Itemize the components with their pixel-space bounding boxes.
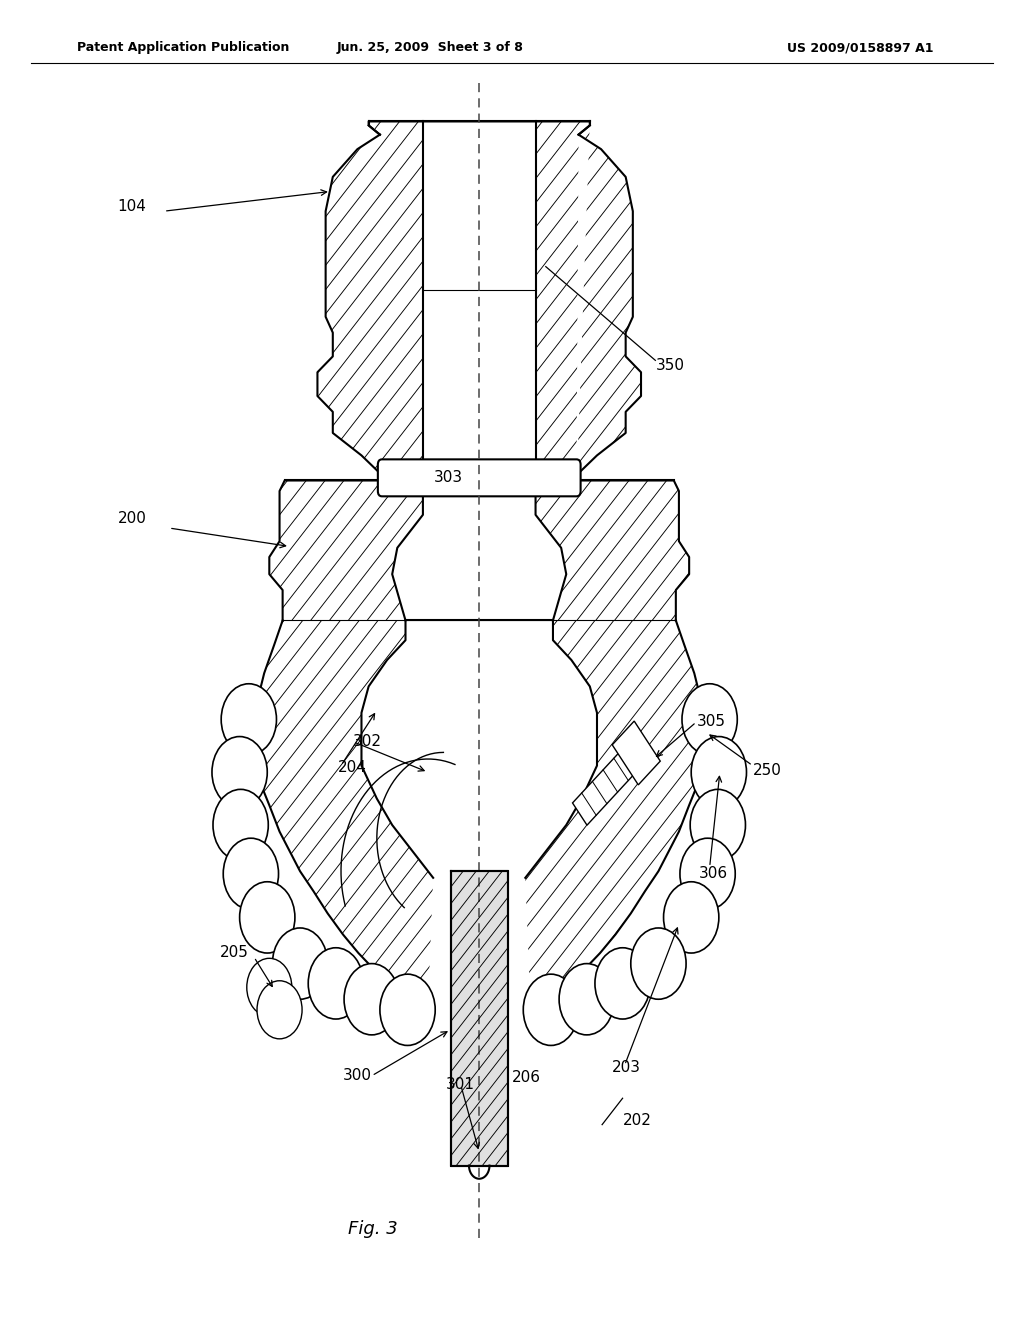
Text: 250: 250 (753, 763, 781, 777)
Polygon shape (572, 737, 648, 825)
Circle shape (247, 958, 292, 1016)
Polygon shape (392, 480, 566, 620)
Circle shape (272, 928, 328, 999)
Circle shape (691, 737, 746, 808)
Polygon shape (612, 721, 660, 785)
Text: Patent Application Publication: Patent Application Publication (77, 41, 289, 54)
Circle shape (308, 948, 364, 1019)
Circle shape (690, 789, 745, 861)
Polygon shape (317, 121, 641, 488)
Text: 303: 303 (434, 470, 463, 486)
Polygon shape (423, 121, 536, 465)
Polygon shape (269, 480, 689, 620)
Polygon shape (252, 620, 707, 1003)
Circle shape (680, 838, 735, 909)
Text: 104: 104 (118, 199, 146, 214)
Circle shape (344, 964, 399, 1035)
Polygon shape (361, 620, 597, 878)
Circle shape (240, 882, 295, 953)
Circle shape (631, 928, 686, 999)
Circle shape (682, 684, 737, 755)
Circle shape (523, 974, 579, 1045)
Text: 203: 203 (612, 1060, 641, 1074)
Polygon shape (451, 871, 508, 1166)
Circle shape (559, 964, 614, 1035)
Text: 205: 205 (220, 945, 249, 960)
Circle shape (664, 882, 719, 953)
Text: 306: 306 (698, 866, 727, 880)
Circle shape (221, 684, 276, 755)
Text: 305: 305 (696, 714, 725, 729)
Text: 206: 206 (512, 1071, 541, 1085)
Text: 204: 204 (338, 760, 367, 775)
Text: 300: 300 (343, 1068, 372, 1082)
Circle shape (212, 737, 267, 808)
Text: 302: 302 (353, 734, 382, 748)
Circle shape (223, 838, 279, 909)
Circle shape (595, 948, 650, 1019)
Text: US 2009/0158897 A1: US 2009/0158897 A1 (786, 41, 934, 54)
Text: Fig. 3: Fig. 3 (348, 1220, 398, 1238)
Text: 301: 301 (445, 1077, 474, 1092)
Circle shape (380, 974, 435, 1045)
Text: Jun. 25, 2009  Sheet 3 of 8: Jun. 25, 2009 Sheet 3 of 8 (337, 41, 523, 54)
Text: 200: 200 (118, 511, 146, 525)
Circle shape (257, 981, 302, 1039)
Text: 350: 350 (655, 358, 684, 372)
Text: 202: 202 (623, 1113, 651, 1127)
Circle shape (213, 789, 268, 861)
FancyBboxPatch shape (378, 459, 581, 496)
